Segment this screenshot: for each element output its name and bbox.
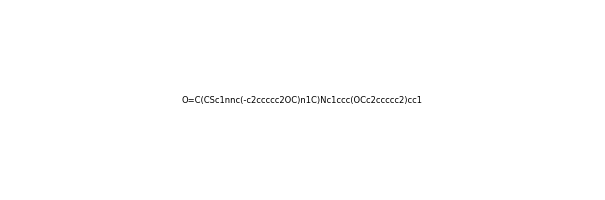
Text: O=C(CSc1nnc(-c2ccccc2OC)n1C)Nc1ccc(OCc2ccccc2)cc1: O=C(CSc1nnc(-c2ccccc2OC)n1C)Nc1ccc(OCc2c… bbox=[182, 96, 423, 105]
